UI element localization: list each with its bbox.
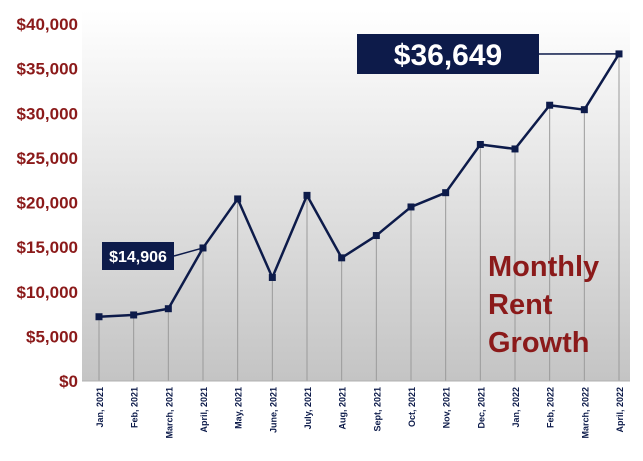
overlay-title: Monthly Rent Growth [488,251,599,359]
data-point [268,273,276,281]
x-tick-label: July, 2021 [303,387,313,429]
x-tick-label: Jan, 2021 [95,387,105,428]
data-point [546,101,554,109]
x-tick-label: April, 2021 [199,387,209,433]
data-point [130,311,138,319]
overlay-line: Rent [488,289,553,321]
x-tick-label: Nov, 2021 [442,387,452,428]
y-tick-label: $25,000 [17,149,78,168]
x-tick-label: Oct, 2021 [407,387,417,427]
data-point [511,145,519,153]
y-tick-label: $15,000 [17,238,78,257]
callout-leader [173,247,204,257]
y-tick-label: $20,000 [17,194,78,213]
x-tick-label: June, 2021 [268,387,278,433]
callouts: $14,906 $36,649 [102,34,620,270]
x-tick-label: May, 2021 [234,387,244,429]
data-point [407,203,415,211]
callout-box [357,34,539,74]
y-axis: $0 $5,000 $10,000 $15,000 $20,000 $25,000 $30,… [17,15,78,391]
overlay-line: Growth [488,327,590,359]
data-point [476,140,484,148]
x-tick-label: March, 2021 [164,387,174,439]
x-axis: Jan, 2021 Feb, 2021 March, 2021 April, 2021… [82,380,630,439]
y-tick-label: $35,000 [17,60,78,79]
x-tick-label: Aug, 2021 [338,387,348,430]
data-point [234,195,242,203]
data-point [338,254,346,262]
data-point [164,305,172,313]
data-point [580,106,588,114]
x-tick-label: April, 2022 [615,387,625,433]
callout-box [102,242,174,270]
x-tick-label: Feb, 2022 [546,387,556,428]
x-tick-label: March, 2022 [580,387,590,439]
y-tick-label: $10,000 [17,283,78,302]
x-tick-label: Jan, 2022 [511,387,521,428]
data-point [95,313,103,321]
y-tick-label: $30,000 [17,104,78,123]
x-tick-label: Sept, 2021 [372,387,382,432]
y-tick-label: $5,000 [26,327,78,346]
y-tick-label: $40,000 [17,15,78,34]
x-tick-label: Dec, 2021 [476,387,486,429]
data-point [442,189,450,197]
y-tick-label: $0 [59,372,78,391]
series-line [98,53,621,318]
drop-lines [98,53,620,381]
data-point [303,191,311,199]
data-point [372,232,380,240]
plot-area [82,10,630,381]
callout-label: $36,649 [394,39,502,72]
overlay-line: Monthly [488,251,599,283]
callout-label: $14,906 [109,249,167,266]
x-tick-label: Feb, 2021 [130,387,140,428]
